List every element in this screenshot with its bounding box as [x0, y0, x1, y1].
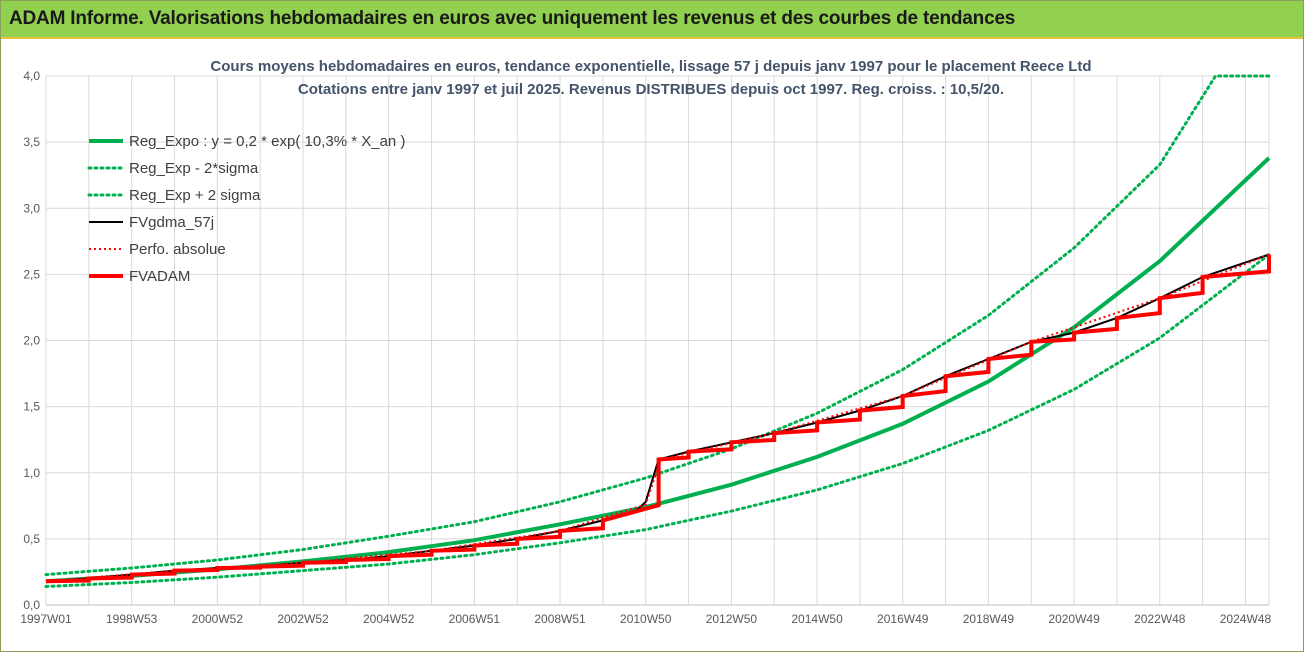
x-tick-label: 2022W48 — [1134, 612, 1186, 626]
chart-series — [44, 74, 1271, 588]
chart-title: Cours moyens hebdomadaires en euros, ten… — [210, 58, 1091, 98]
x-tick-label: 1998W53 — [106, 612, 158, 626]
series-line-2 — [44, 74, 1271, 577]
series-line-0 — [45, 156, 1271, 584]
x-axis-ticks: 1997W01 1998W53 2000W52 2002W52 2004W52 2006W… — [20, 612, 1271, 626]
chart-title-line: Cours moyens hebdomadaires en euros, ten… — [210, 58, 1091, 75]
x-tick-label: 2010W50 — [620, 612, 672, 626]
y-tick-label: 2,0 — [23, 334, 40, 348]
x-tick-label: 2014W50 — [791, 612, 843, 626]
chart-title-line: Cotations entre janv 1997 et juil 2025. … — [298, 81, 1004, 98]
x-tick-label: 2016W49 — [877, 612, 929, 626]
window-title: ADAM Informe. Valorisations hebdomadaire… — [9, 8, 1016, 29]
legend-label: FVADAM — [129, 268, 190, 285]
x-tick-label: 2002W52 — [277, 612, 329, 626]
legend-label: Reg_Exp - 2*sigma — [129, 160, 259, 177]
y-tick-label: 1,0 — [23, 466, 40, 480]
y-tick-label: 1,5 — [23, 400, 40, 414]
chart-legend: Reg_Expo : y = 0,2 * exp( 10,3% * X_an )… — [87, 133, 405, 285]
x-tick-label: 2008W51 — [534, 612, 586, 626]
x-tick-label: 1997W01 — [20, 612, 72, 626]
series-line-4 — [45, 253, 1270, 583]
y-tick-label: 3,0 — [23, 201, 40, 215]
x-tick-label: 2004W52 — [363, 612, 415, 626]
title-bar: ADAM Informe. Valorisations hebdomadaire… — [1, 1, 1303, 37]
series-line-5 — [45, 254, 1271, 584]
legend-label: FVgdma_57j — [129, 214, 214, 231]
x-tick-label: 2006W51 — [449, 612, 501, 626]
x-tick-label: 2000W52 — [192, 612, 244, 626]
legend-label: Reg_Expo : y = 0,2 * exp( 10,3% * X_an ) — [129, 133, 405, 150]
y-tick-label: 4,0 — [23, 69, 40, 83]
series-line-1 — [44, 253, 1271, 588]
y-axis-ticks: 0,0 0,5 1,0 1,5 2,0 2,5 3,0 3,5 4,0 — [23, 69, 40, 612]
chart-area: Cours moyens hebdomadaires en euros, ten… — [1, 37, 1303, 653]
line-chart: Cours moyens hebdomadaires en euros, ten… — [20, 58, 1271, 626]
chart-grid — [45, 75, 1270, 606]
x-tick-label: 2020W49 — [1048, 612, 1100, 626]
legend-label: Perfo. absolue — [129, 241, 226, 258]
x-tick-label: 2018W49 — [963, 612, 1015, 626]
series-line-3 — [45, 253, 1270, 583]
y-tick-label: 0,5 — [23, 532, 40, 546]
x-tick-label: 2012W50 — [706, 612, 758, 626]
y-tick-label: 0,0 — [23, 598, 40, 612]
legend-label: Reg_Exp + 2 sigma — [129, 187, 261, 204]
x-tick-label: 2024W48 — [1220, 612, 1272, 626]
y-tick-label: 2,5 — [23, 267, 40, 281]
y-tick-label: 3,5 — [23, 135, 40, 149]
